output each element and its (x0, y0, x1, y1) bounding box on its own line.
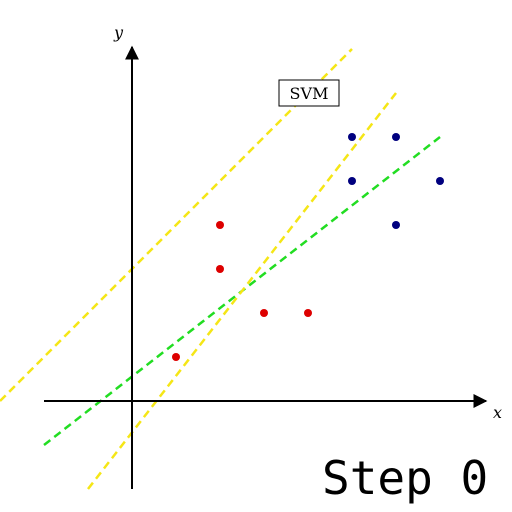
blue-data-point (348, 177, 356, 185)
red-data-point (216, 221, 224, 229)
blue-data-point (392, 133, 400, 141)
svm-label: SVM (290, 84, 329, 103)
red-data-point (172, 353, 180, 361)
blue-data-point (436, 177, 444, 185)
svm-label-box: SVM (279, 80, 339, 106)
margin-line-2 (88, 93, 396, 489)
x-axis-label: x (493, 403, 502, 422)
blue-data-point (348, 133, 356, 141)
step-label: Step 0 (322, 451, 488, 505)
red-data-point (260, 309, 268, 317)
red-data-point (216, 265, 224, 273)
red-data-point (304, 309, 312, 317)
y-axis-label: y (113, 23, 124, 42)
points-layer (172, 133, 444, 361)
blue-data-point (392, 221, 400, 229)
